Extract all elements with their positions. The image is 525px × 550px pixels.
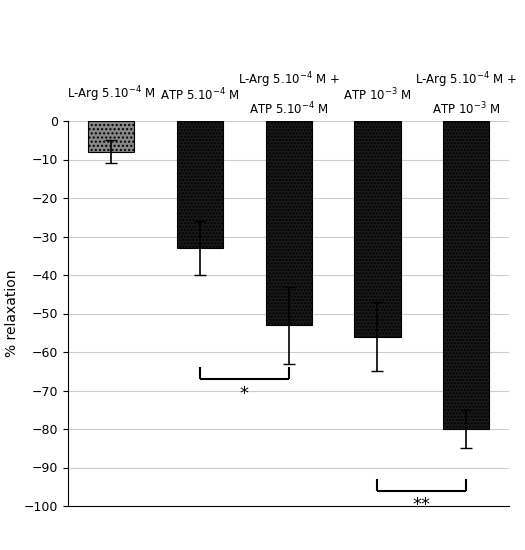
Bar xyxy=(177,121,223,248)
Text: *: * xyxy=(240,385,249,403)
Text: ATP 10$^{-3}$ M: ATP 10$^{-3}$ M xyxy=(432,101,500,117)
Text: **: ** xyxy=(413,496,431,514)
Text: L-Arg 5.10$^{-4}$ M +: L-Arg 5.10$^{-4}$ M + xyxy=(415,70,517,90)
Bar xyxy=(443,121,489,429)
Text: ATP 10$^{-3}$ M: ATP 10$^{-3}$ M xyxy=(343,87,412,103)
Text: ATP 5.10$^{-4}$ M: ATP 5.10$^{-4}$ M xyxy=(160,87,240,103)
Text: L-Arg 5.10$^{-4}$ M +: L-Arg 5.10$^{-4}$ M + xyxy=(238,70,340,90)
Bar xyxy=(266,121,312,325)
Bar xyxy=(354,121,401,337)
Text: L-Arg 5.10$^{-4}$ M: L-Arg 5.10$^{-4}$ M xyxy=(67,84,155,103)
Text: ATP 5.10$^{-4}$ M: ATP 5.10$^{-4}$ M xyxy=(249,101,329,117)
Y-axis label: % relaxation: % relaxation xyxy=(5,270,18,358)
Bar xyxy=(88,121,134,152)
